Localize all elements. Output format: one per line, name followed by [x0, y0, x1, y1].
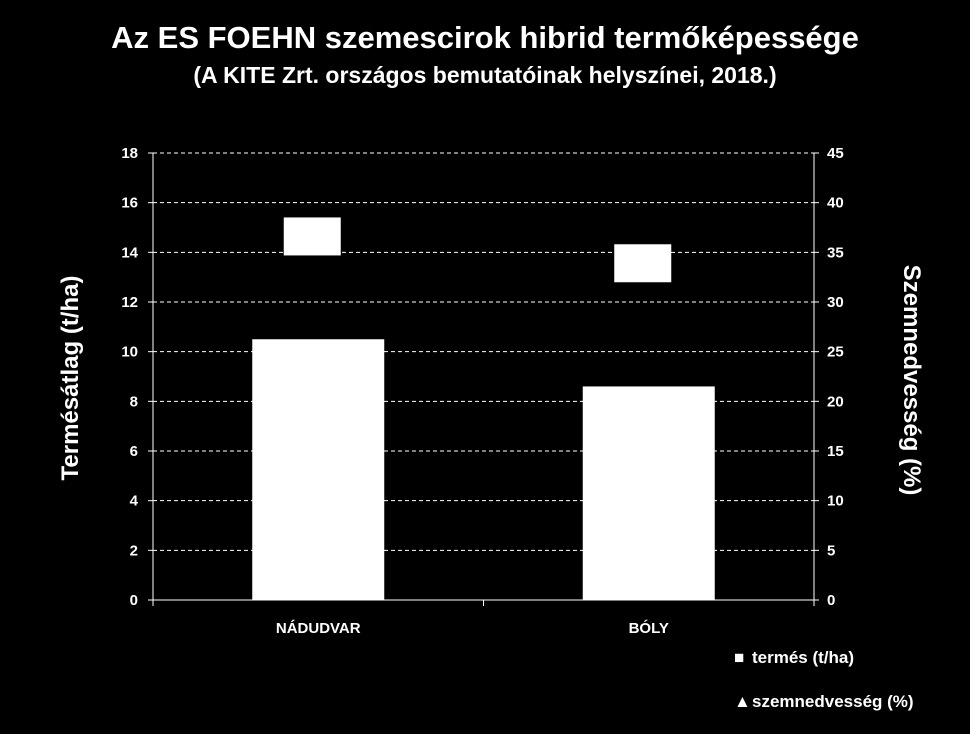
- chart-subtitle: (A KITE Zrt. országos bemutatóinak helys…: [193, 62, 777, 88]
- right-tick-label: 30: [827, 294, 844, 311]
- axes: [148, 152, 819, 606]
- left-tick-label: 16: [121, 195, 138, 212]
- right-tick-label: 15: [827, 443, 844, 460]
- left-tick-labels: 0 2 4 6 8 10 12 14 16 18: [121, 145, 138, 609]
- legend-square-icon: ■: [734, 648, 745, 667]
- moisture-marker-0: [283, 217, 341, 256]
- left-tick-label: 0: [130, 592, 138, 609]
- moisture-marker-1: [614, 244, 672, 283]
- category-labels: NÁDUDVAR BÓLY: [276, 619, 669, 637]
- legend-triangle-icon: ▲: [734, 692, 751, 711]
- right-tick-label: 40: [827, 195, 844, 212]
- right-tick-label: 45: [827, 145, 844, 162]
- bars: [252, 339, 715, 600]
- right-tick-label: 5: [827, 542, 835, 559]
- left-tick-label: 2: [130, 542, 138, 559]
- legend: ■ termés (t/ha) ▲szemnedvesség (%): [734, 646, 914, 734]
- left-tick-label: 12: [121, 294, 138, 311]
- y2-axis-title: Szemnedvesség (%): [898, 265, 925, 496]
- legend-label-yield: termés (t/ha): [752, 648, 855, 667]
- legend-label-moisture: szemnedvesség (%): [752, 692, 914, 711]
- moisture-markers: [283, 217, 672, 283]
- category-label: BÓLY: [629, 619, 669, 637]
- chart-title: Az ES FOEHN szemescirok hibrid termőképe…: [111, 20, 859, 55]
- left-tick-label: 10: [121, 344, 138, 361]
- bar-0: [252, 339, 385, 600]
- legend-item-yield: ■ termés (t/ha): [734, 646, 914, 670]
- left-tick-label: 8: [130, 393, 138, 410]
- y-axis-title: Termésátlag (t/ha): [57, 276, 84, 481]
- right-tick-label: 25: [827, 344, 844, 361]
- right-tick-label: 35: [827, 244, 844, 261]
- gridlines: [153, 152, 814, 551]
- chart-title-block: Az ES FOEHN szemescirok hibrid termőképe…: [0, 18, 970, 90]
- right-tick-label: 0: [827, 592, 835, 609]
- left-tick-label: 4: [130, 493, 139, 510]
- category-label: NÁDUDVAR: [276, 620, 361, 637]
- legend-item-moisture: ▲szemnedvesség (%): [734, 690, 914, 714]
- right-tick-label: 10: [827, 493, 844, 510]
- right-tick-labels: 0 5 10 15 20 25 30 35 40 45: [827, 145, 844, 609]
- left-tick-label: 6: [130, 443, 138, 460]
- left-tick-label: 18: [121, 145, 138, 162]
- left-tick-label: 14: [121, 244, 138, 261]
- right-tick-label: 20: [827, 393, 844, 410]
- bar-1: [582, 386, 715, 600]
